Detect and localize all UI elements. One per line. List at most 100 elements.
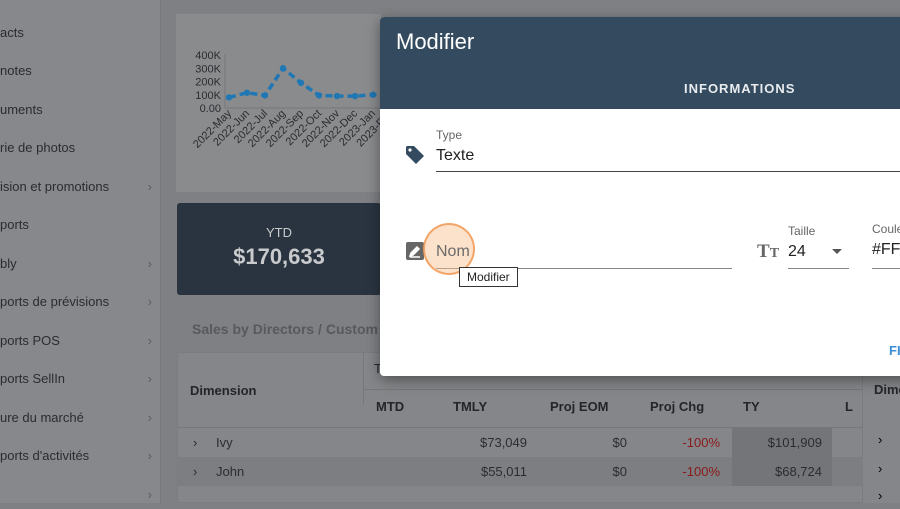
- edit-icon: [406, 242, 424, 260]
- sidebar-item[interactable]: rie de photos: [0, 133, 160, 163]
- dialog-header: Modifier INFORMATIONS: [380, 17, 900, 109]
- chevron-right-icon: ›: [147, 255, 152, 271]
- col-mtd[interactable]: MTD: [376, 399, 405, 414]
- row-name: John: [216, 464, 245, 479]
- series-line: [228, 65, 392, 100]
- table-row[interactable]: › John $55,011 $0 -100% $68,724: [178, 457, 864, 486]
- color-underline: [872, 268, 900, 269]
- type-label: Type: [436, 128, 463, 142]
- chevron-right-icon: ›: [147, 332, 152, 348]
- col-tmly[interactable]: TMLY: [453, 399, 488, 414]
- color-input[interactable]: #FF: [872, 241, 900, 258]
- data-point[interactable]: [315, 92, 323, 99]
- edit-dialog: Modifier INFORMATIONS Type Texte TT Tail…: [380, 17, 900, 376]
- col-ty[interactable]: TY: [743, 399, 760, 414]
- sidebar-item[interactable]: ports SellIn ›: [0, 364, 160, 394]
- text-size-icon: TT: [757, 241, 780, 262]
- sidebar-item[interactable]: ports de prévisions ›: [0, 287, 160, 317]
- sales-line-chart: 400K300K200K100K0.002022-May2022-Jun2022…: [191, 50, 396, 151]
- expand-icon[interactable]: ›: [193, 464, 198, 479]
- data-point[interactable]: [225, 94, 233, 101]
- footer-button[interactable]: FI: [889, 343, 900, 358]
- chevron-right-icon: ›: [147, 448, 152, 463]
- sidebar-item-label: ure du marché: [0, 409, 84, 425]
- data-point[interactable]: [279, 65, 287, 72]
- row-tmly: $55,011: [480, 464, 527, 479]
- name-input[interactable]: Nom: [436, 243, 470, 260]
- chevron-right-icon: ›: [147, 486, 152, 502]
- chevron-down-icon[interactable]: [832, 249, 842, 254]
- sidebar-item[interactable]: notes: [0, 56, 160, 86]
- sidebar-item-label: ports: [0, 217, 29, 232]
- sidebar-item-label: ports POS: [0, 332, 60, 348]
- sidebar-item[interactable]: acts: [0, 17, 160, 47]
- data-point[interactable]: [297, 79, 305, 87]
- sidebar-item[interactable]: ›: [0, 479, 160, 509]
- expand-icon[interactable]: ›: [878, 488, 883, 503]
- chevron-right-icon: ›: [147, 294, 152, 309]
- sidebar-item[interactable]: ports: [0, 210, 160, 240]
- ytd-card: YTD $170,633: [177, 203, 381, 295]
- sidebar-item[interactable]: uments: [0, 94, 160, 124]
- row-proj-chg: -100%: [682, 435, 720, 450]
- sidebar-item-label: bly: [0, 255, 17, 271]
- row-tmly: $73,049: [480, 435, 527, 450]
- header-divider: [363, 389, 863, 390]
- row-proj-eom: $0: [612, 464, 627, 479]
- size-select[interactable]: 24: [788, 243, 806, 260]
- y-tick-label: 0.00: [200, 103, 221, 115]
- tab-informations[interactable]: INFORMATIONS: [684, 81, 796, 96]
- size-label: Taille: [788, 224, 816, 238]
- sidebar-item[interactable]: ports d'activités ›: [0, 441, 160, 471]
- sidebar-item[interactable]: ision et promotions ›: [0, 171, 160, 201]
- sidebar-item-label: uments: [0, 101, 43, 117]
- y-tick-label: 300K: [195, 63, 221, 75]
- header-divider: [178, 427, 864, 428]
- column-divider: [363, 353, 364, 405]
- type-field[interactable]: Texte: [436, 147, 475, 164]
- data-point[interactable]: [333, 92, 341, 100]
- sidebar-item-label: acts: [0, 24, 24, 40]
- name-underline: [436, 268, 732, 269]
- sidebar-item-label: ports d'activités: [0, 448, 90, 463]
- sidebar-item-label: rie de photos: [0, 140, 76, 155]
- col-ly[interactable]: L: [845, 399, 853, 414]
- row-ty: $68,724: [775, 464, 822, 479]
- expand-icon[interactable]: ›: [878, 461, 883, 476]
- data-point[interactable]: [243, 89, 251, 96]
- data-point[interactable]: [351, 92, 359, 100]
- ytd-value: $170,633: [233, 244, 325, 269]
- size-underline: [788, 268, 849, 269]
- expand-icon[interactable]: ›: [193, 435, 198, 450]
- row-ty: $101,909: [767, 435, 822, 450]
- chevron-right-icon: ›: [147, 409, 152, 425]
- sales-table: Dimension T MTD TMLY Proj EOM Proj Chg T…: [177, 352, 864, 503]
- sidebar-item-label: ports SellIn: [0, 371, 66, 386]
- sidebar: acts notes uments rie de photos ision et pro…: [0, 0, 161, 503]
- expand-icon[interactable]: ›: [878, 432, 883, 447]
- tooltip: Modifier: [459, 267, 518, 287]
- sales-chart-card: 400K 300K 200K 100K 0.00 2022-May 2022-Jun 2022…: [176, 14, 396, 192]
- tag-icon: [406, 146, 424, 164]
- sidebar-item[interactable]: bly ›: [0, 248, 160, 278]
- group-header: T: [374, 361, 382, 376]
- right-dimension-header: Dime: [874, 382, 900, 397]
- data-point[interactable]: [369, 91, 377, 98]
- table-row[interactable]: › Ivy $73,049 $0 -100% $101,909: [178, 428, 864, 457]
- dimension-header: Dimension: [190, 383, 257, 398]
- color-label: Coule: [872, 222, 900, 236]
- sidebar-item[interactable]: ports POS ›: [0, 325, 160, 355]
- y-tick-label: 100K: [195, 90, 221, 102]
- col-proj-eom[interactable]: Proj EOM: [550, 399, 609, 414]
- col-proj-chg[interactable]: Proj Chg: [650, 399, 705, 414]
- y-tick-label: 400K: [195, 50, 221, 62]
- type-underline: [436, 171, 900, 172]
- row-proj-eom: $0: [612, 435, 627, 450]
- sidebar-item-label: ports de prévisions: [0, 294, 110, 309]
- sidebar-item[interactable]: ure du marché ›: [0, 402, 160, 432]
- y-tick-label: 200K: [195, 77, 221, 89]
- data-point[interactable]: [261, 92, 269, 99]
- section-title: Sales by Directors / Custom: [192, 321, 378, 337]
- ytd-label: YTD: [266, 225, 292, 240]
- dialog-title: Modifier: [396, 29, 475, 54]
